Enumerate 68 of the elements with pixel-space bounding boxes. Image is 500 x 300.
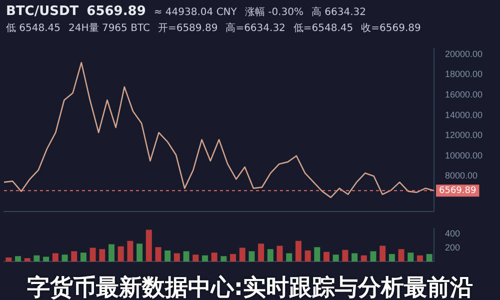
bar [108,244,114,262]
bar [286,253,292,262]
bar [332,254,339,262]
text: 字货币最新数据中心:实时跟踪与分析最前沿 [0,272,500,300]
bar [34,255,40,262]
bar [43,256,50,262]
bar [15,256,22,262]
bar [90,248,96,262]
text: 开=6589.89 [158,22,218,35]
bar [192,254,199,262]
text: BTC/USDT [6,4,79,19]
bar [258,244,264,262]
text: 收=6569.89 [361,22,421,35]
bar [324,252,330,262]
text: 6569.89 [86,4,146,19]
text: 高 6634.32 [311,6,366,19]
bar [370,251,376,262]
y-tick-label: 8000.00 [445,170,478,181]
bar [416,255,423,262]
bar [295,240,302,262]
bar [136,244,143,262]
bar [80,252,86,262]
text: ≈ 44938.04 CNY [154,7,237,18]
bar [304,250,311,262]
bar [220,256,227,262]
bar [6,257,12,262]
bar [146,230,152,262]
bar [342,250,348,262]
bar [360,255,367,262]
bar [52,253,58,262]
y-tick-label: 400 [445,228,460,238]
bar [239,248,246,262]
bar [408,252,414,262]
bar [230,254,236,262]
text: 高=6634.32 [226,22,286,35]
bar [398,249,404,262]
bar [99,249,106,262]
y-tick-label: 10000.00 [445,150,483,160]
bar [248,251,255,262]
bar [155,247,162,262]
text: 24H量 7965 BTC [68,22,150,35]
bar [71,251,78,262]
y-tick-label: 16000.00 [445,90,483,100]
bar [380,246,386,262]
bar [127,240,134,262]
y-tick-label: 200 [445,242,460,252]
bar [164,250,171,262]
bar [276,246,283,262]
bar [426,254,432,262]
bar [62,254,68,262]
bar [352,253,358,262]
text: 涨幅 -0.30% [244,6,304,19]
bar [174,253,180,262]
y-tick-label: 18000.00 [445,69,483,80]
y-tick-label: 12000.00 [445,130,483,140]
y-tick-label: 14000.00 [445,110,483,120]
bar [202,255,208,262]
bar [118,246,124,262]
text: 低 6548.45 [6,22,61,35]
ref-line-label: 6569.89 [439,186,476,196]
bar [24,258,30,262]
bar [267,249,274,262]
text: 低=6548.45 [293,22,354,35]
bar [211,252,218,262]
bar [388,254,395,262]
y-tick-label: 20000.00 [445,48,483,59]
bar [183,251,190,262]
bar [314,247,320,262]
